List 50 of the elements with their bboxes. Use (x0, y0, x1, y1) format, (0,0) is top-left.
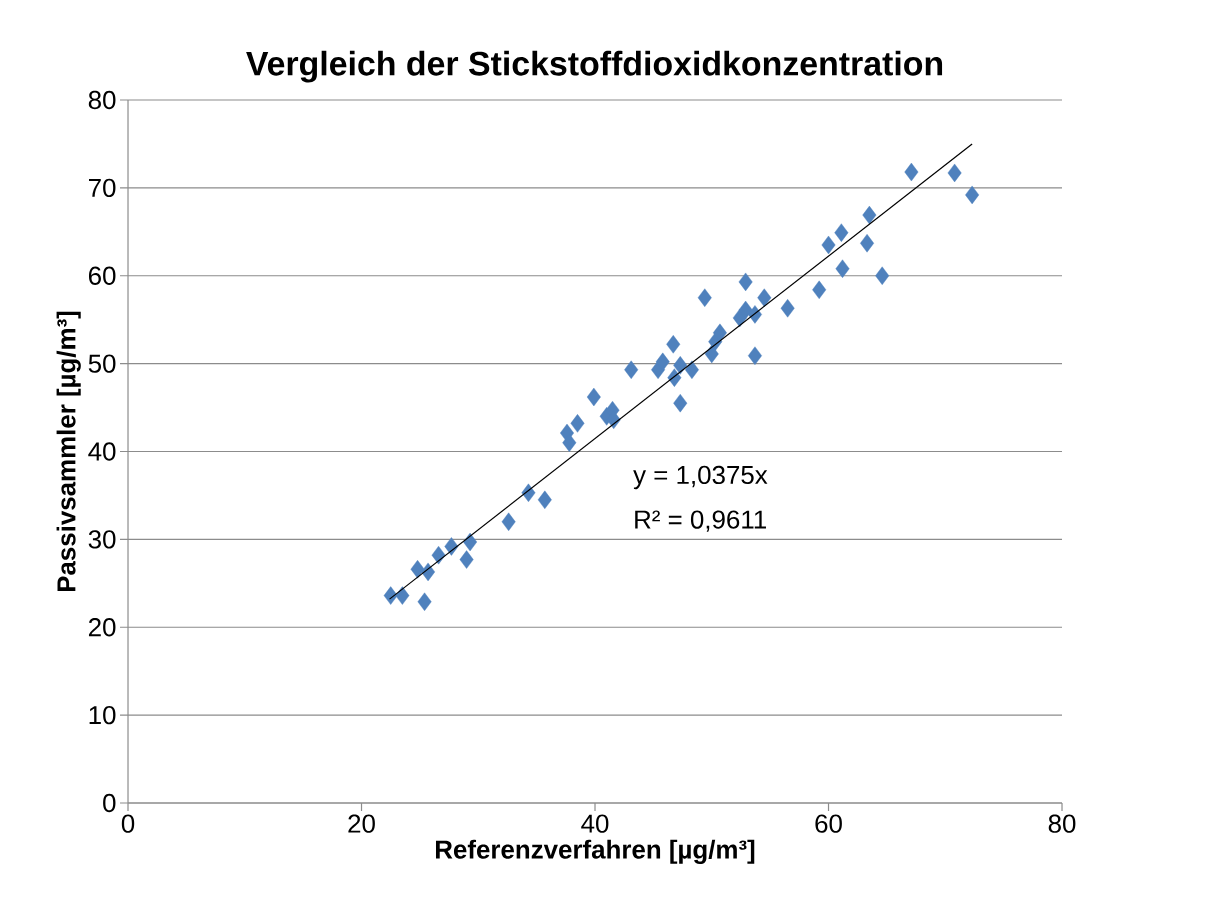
x-tick-label: 0 (121, 814, 135, 833)
point (586, 387, 601, 407)
y-tick-label: 0 (103, 793, 116, 813)
y-tick-label: 20 (88, 618, 116, 637)
point (410, 560, 425, 579)
point (712, 323, 727, 343)
point (673, 393, 688, 413)
annotation: y = 1,0375x (633, 465, 768, 490)
y-tick-label: 30 (88, 530, 116, 549)
x-tick-label: 80 (1048, 814, 1076, 833)
annotation: R² = 0,9611 (635, 510, 766, 532)
y-tick-label: 80 (88, 90, 116, 110)
point (904, 162, 919, 182)
point (395, 586, 410, 605)
point (570, 414, 585, 433)
x-axis-title: Referenzverfahren [µg/m³] (435, 839, 755, 864)
chart-title: Vergleich der Stickstoffdioxidkonzentration (246, 50, 943, 83)
y-tick-label: 10 (89, 705, 116, 725)
point (834, 223, 849, 242)
y-tick-label: 70 (89, 178, 116, 198)
y-tick-label: 50 (88, 354, 116, 373)
x-tick-label: 40 (581, 814, 609, 833)
point (860, 234, 874, 253)
point (501, 512, 516, 531)
y-tick-label: 40 (88, 442, 116, 461)
y-axis-title: Passivsammler [µg/m³] (56, 311, 81, 592)
point (738, 272, 753, 292)
point (655, 352, 670, 372)
point (684, 360, 699, 379)
x-tick-label: 60 (815, 814, 842, 833)
point (697, 288, 712, 307)
point (965, 185, 980, 205)
point (757, 288, 772, 307)
point (666, 335, 681, 354)
y-tick-label: 60 (88, 266, 116, 285)
point (947, 163, 962, 183)
point (862, 205, 877, 225)
point (835, 259, 850, 278)
point (417, 592, 432, 611)
x-tick-label: 20 (348, 814, 375, 833)
point (624, 360, 639, 379)
point (821, 235, 836, 255)
point (459, 550, 474, 569)
point (748, 346, 762, 365)
point (875, 266, 890, 285)
point (812, 280, 827, 299)
point (780, 299, 795, 318)
point (537, 490, 552, 510)
point (738, 300, 753, 320)
point (673, 356, 688, 375)
